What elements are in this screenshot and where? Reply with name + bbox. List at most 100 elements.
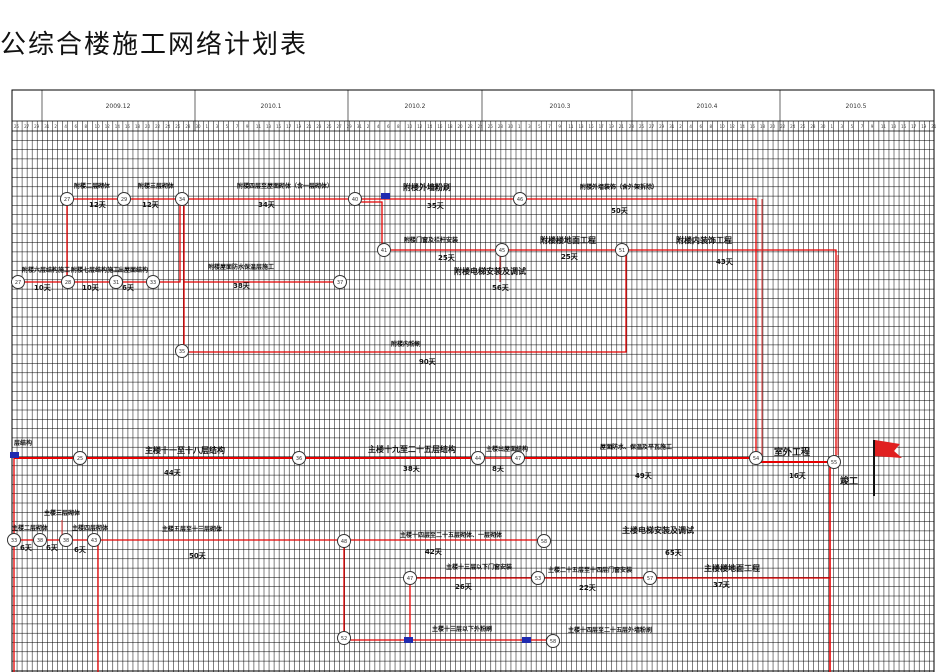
activity-label: 出屋面结构 (118, 266, 148, 274)
activity-label: 主楼十三层以下门窗安装 (446, 563, 512, 571)
activity-duration: 6天 (74, 546, 87, 554)
event-node-number: 38 (37, 538, 43, 544)
month-label: 2010.3 (550, 103, 571, 110)
day-tick: 31 (669, 124, 675, 129)
event-node-number: 27 (15, 280, 21, 286)
event-node (7, 533, 21, 547)
activity-arrow (159, 200, 181, 283)
day-tick: 25 (14, 124, 20, 129)
activity-label: 附楼六层结构施工 (22, 266, 70, 274)
event-node-number: 34 (179, 197, 185, 203)
activity-label: 附楼四层至屋面砌体（含一层砌体） (237, 182, 333, 190)
event-node-number: 43 (91, 538, 97, 544)
day-tick: 23 (629, 124, 635, 129)
day-tick: 11 (568, 124, 574, 129)
milestone-marker (381, 193, 390, 199)
event-node (61, 275, 75, 289)
activity-duration: 6天 (122, 284, 135, 292)
event-node-number: 45 (499, 248, 505, 254)
event-node-number: 44 (475, 456, 481, 462)
activity-label: 附楼三层砌体 (138, 182, 175, 190)
day-tick: 8 (710, 124, 713, 129)
activity-arrow (524, 198, 757, 462)
event-node-number: 52 (341, 636, 347, 642)
day-tick: 15 (276, 124, 282, 129)
day-tick: 6 (387, 124, 390, 129)
day-tick: 19 (921, 124, 927, 129)
activity-label: 附楼屋面防水保温层施工 (208, 263, 274, 271)
day-tick: 24 (478, 124, 484, 129)
activity-label: 主楼二十五层至十四层门窗安装 (548, 566, 632, 574)
activity-duration: 42天 (425, 548, 443, 556)
day-tick: 7 (548, 124, 551, 129)
activity-duration: 26天 (455, 583, 473, 591)
day-tick: 25 (326, 124, 332, 129)
day-tick: 29 (659, 124, 665, 129)
day-tick: 19 (296, 124, 302, 129)
activity-duration: 8天 (492, 465, 505, 473)
day-tick: 13 (578, 124, 584, 129)
day-tick: 10 (95, 124, 101, 129)
day-tick: 7 (861, 124, 864, 129)
activity-duration: 34天 (258, 201, 276, 209)
activity-duration: 12天 (142, 201, 160, 209)
activity-label: 层结构 (14, 439, 32, 447)
activity-duration: 56天 (492, 284, 510, 292)
day-tick: 28 (498, 124, 504, 129)
day-tick: 18 (447, 124, 453, 129)
day-tick: 27 (337, 124, 343, 129)
milestone-marker (404, 637, 413, 643)
activity-arrow (186, 250, 627, 353)
month-label: 2010.4 (697, 103, 718, 110)
day-tick: 24 (790, 124, 796, 129)
activity-label: 附楼外墙装饰（含外架拆除） (580, 183, 658, 191)
day-tick: 26 (488, 124, 494, 129)
activity-duration: 10天 (82, 284, 100, 292)
activity-duration: 35天 (427, 202, 445, 210)
completion-label: 竣工 (840, 475, 858, 487)
event-node-number: 46 (517, 197, 523, 203)
event-node-number: 47 (515, 456, 521, 462)
grid-frame (11, 89, 935, 672)
event-node (59, 533, 73, 547)
activity-label: 主楼十九至二十五层结构 (368, 444, 456, 454)
activity-arrows (10, 193, 839, 672)
activity-label: 主楼十四层至二十五层外墙粉刷 (568, 626, 652, 634)
activity-label: 室外工程 (774, 446, 810, 458)
day-tick: 14 (740, 124, 746, 129)
milestone-marker (10, 452, 19, 458)
day-tick: 4 (689, 124, 692, 129)
event-node-number: 58 (541, 539, 547, 545)
event-node-number: 51 (619, 248, 625, 254)
activity-label: 主楼楼地面工程 (704, 563, 760, 573)
day-tick: 31 (357, 124, 363, 129)
day-tick: 30 (195, 124, 201, 129)
event-node (33, 533, 47, 547)
day-tick: 21 (619, 124, 625, 129)
event-node (531, 571, 545, 585)
day-tick: 20 (770, 124, 776, 129)
day-tick: 18 (760, 124, 766, 129)
event-node-number: 57 (647, 576, 653, 582)
event-node-number: 35 (179, 349, 185, 355)
event-node-number: 38 (63, 538, 69, 544)
activity-duration: 90天 (419, 358, 437, 366)
day-tick: 30 (508, 124, 514, 129)
event-node (471, 451, 485, 465)
day-tick: 23 (316, 124, 322, 129)
activity-label: 主楼五层至十三层砌体 (162, 525, 223, 533)
activity-duration: 16天 (789, 472, 807, 480)
day-tick: 5 (538, 124, 541, 129)
event-node (643, 571, 657, 585)
activity-duration: 25天 (561, 253, 579, 261)
event-node-number: 47 (407, 576, 413, 582)
activity-label: 主楼电梯安装及调试 (622, 525, 694, 535)
day-tick: 29 (347, 124, 353, 129)
day-tick: 17 (286, 124, 292, 129)
day-tick: 4 (377, 124, 380, 129)
day-tick: 3 (528, 124, 531, 129)
day-tick: 20 (458, 124, 464, 129)
day-tick: 8 (85, 124, 88, 129)
event-node (513, 192, 527, 206)
activity-label: 附楼内装饰工程 (676, 235, 732, 245)
